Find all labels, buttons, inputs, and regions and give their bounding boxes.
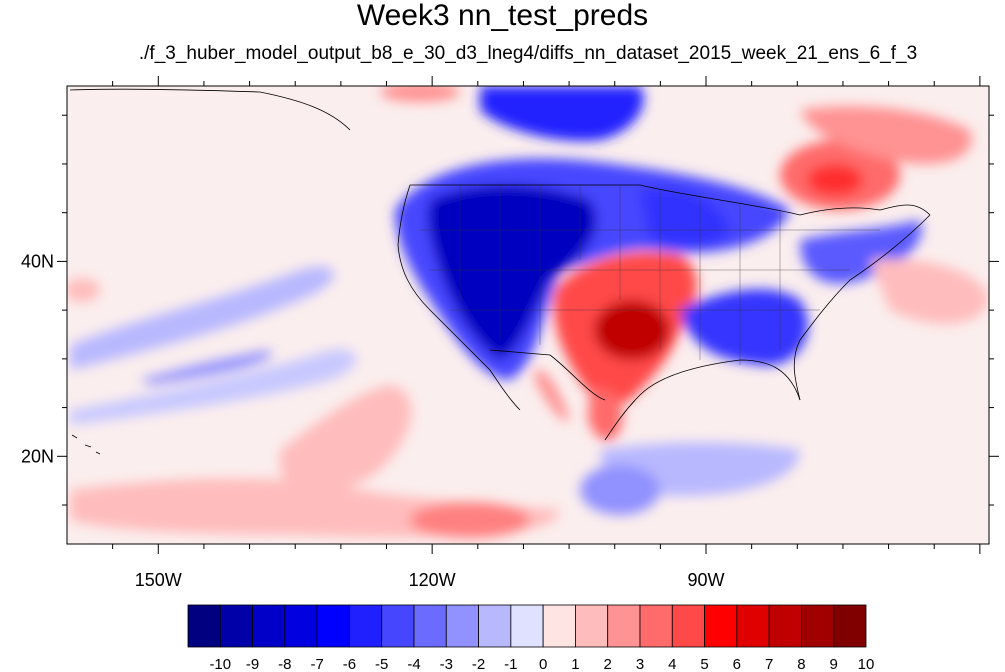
colorbar-label: 1 — [571, 656, 579, 672]
us-mexico-border — [489, 349, 606, 401]
colorbar-swatch — [542, 604, 576, 648]
y-tick-label: 20N — [21, 446, 54, 466]
colorbar-swatch — [510, 604, 544, 648]
us-west-coast — [397, 184, 521, 411]
field-east-blue — [800, 220, 922, 284]
x-tick-label: 120W — [409, 570, 456, 590]
y-tick-label: 40N — [21, 251, 54, 271]
colorbar-label: 3 — [636, 656, 644, 672]
colorbar-label: 2 — [604, 656, 612, 672]
colorbar-swatch — [445, 604, 479, 648]
field-mexico-red — [588, 389, 623, 441]
colorbar-label: 7 — [765, 656, 773, 672]
field-canada-blue — [480, 86, 644, 141]
field-layer — [67, 86, 989, 538]
colorbar-label: 6 — [733, 656, 741, 672]
colorbar-label: 0 — [539, 656, 547, 672]
field-west-blue-core — [428, 185, 597, 360]
us-east-coast — [793, 214, 931, 401]
field-gulf-light-blue — [580, 465, 660, 515]
field-quebec-red-core — [807, 164, 863, 196]
colorbar-swatch — [736, 604, 770, 648]
field-plains-red-core — [594, 300, 670, 360]
colorbar-swatch — [671, 604, 705, 648]
colorbar-label: 9 — [830, 656, 838, 672]
colorbar-label: -10 — [209, 656, 231, 672]
field-southeast-blue — [680, 289, 808, 366]
x-tick-label: 150W — [135, 570, 182, 590]
x-tick-label: 90W — [688, 570, 725, 590]
colorbar-label: -5 — [375, 656, 388, 672]
colorbar-swatch — [252, 604, 286, 648]
colorbar-swatch — [704, 604, 738, 648]
colorbar-swatch — [413, 604, 447, 648]
colorbar-label: 4 — [668, 656, 676, 672]
colorbar: -10 -9 -8 -7 -6 -5 -4 -3 -2 -1 0 1 2 3 4 5 6 7 8 9 10 — [187, 604, 875, 672]
gulf-coast — [604, 359, 801, 441]
field-pacific-blue-c — [140, 350, 272, 385]
colorbar-label: -3 — [440, 656, 453, 672]
state-borders — [420, 185, 880, 365]
colorbar-label: 10 — [858, 656, 875, 672]
colorbar-swatch — [187, 604, 221, 648]
colorbar-swatch — [639, 604, 673, 648]
colorbar-swatch — [575, 604, 609, 648]
page-subtitle: ./f_3_huber_model_output_b8_e_30_d3_lneg… — [138, 43, 918, 64]
field-pacific-blue-a — [70, 266, 334, 370]
colorbar-label: 8 — [797, 656, 805, 672]
field-pacific-red-a — [280, 385, 412, 493]
colorbar-swatch — [284, 604, 318, 648]
hawaii-islands — [71, 434, 101, 455]
field-pacific-blue-b — [70, 349, 357, 425]
axis-ticks: 150W 120W 90W 40N 20N — [21, 76, 999, 590]
field-canada-red — [380, 86, 460, 102]
colorbar-swatch — [316, 604, 350, 648]
us-canada-border — [410, 184, 931, 216]
colorbar-swatch — [607, 604, 641, 648]
page-title: Week3 nn_test_preds — [356, 0, 649, 32]
colorbar-label: -4 — [407, 656, 420, 672]
colorbar-swatch — [801, 604, 835, 648]
alaska-coast — [69, 88, 351, 131]
colorbar-swatch — [478, 604, 512, 648]
colorbar-label: -8 — [278, 656, 291, 672]
field-hudson-red — [800, 106, 972, 164]
field-pacific-red-d — [67, 278, 100, 302]
plot-frame — [66, 85, 990, 545]
field-pacific-red-c — [410, 502, 530, 538]
colorbar-label: -7 — [310, 656, 323, 672]
colorbar-swatch — [381, 604, 415, 648]
colorbar-swatch — [219, 604, 253, 648]
colorbar-label: -2 — [472, 656, 485, 672]
colorbar-swatch — [349, 604, 383, 648]
colorbar-label: -1 — [504, 656, 517, 672]
map-outlines — [69, 88, 931, 455]
field-mexico-red-strip — [535, 369, 570, 421]
colorbar-label: 5 — [700, 656, 708, 672]
colorbar-label: -9 — [246, 656, 259, 672]
field-atlantic-red — [870, 259, 989, 324]
colorbar-label: -6 — [343, 656, 356, 672]
field-great-lakes-blue — [640, 187, 730, 247]
colorbar-swatch — [768, 604, 802, 648]
colorbar-swatch — [833, 604, 867, 648]
